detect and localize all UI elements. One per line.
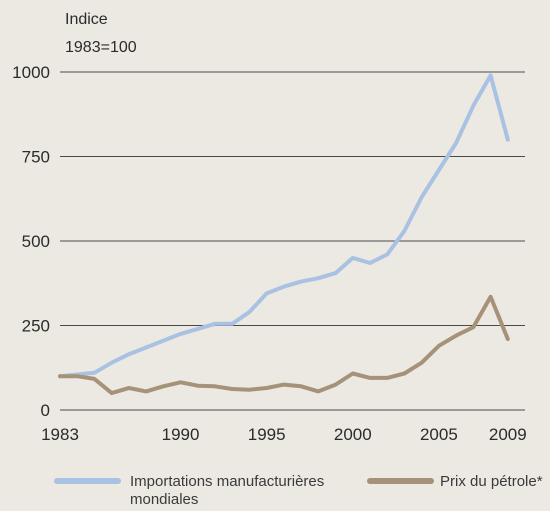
- gridlines: [60, 71, 525, 411]
- x-tick-label: 2005: [420, 425, 458, 444]
- series-line-oil: [58, 294, 510, 396]
- y-axis-label-line1: Indice: [65, 11, 108, 28]
- x-tick-label: 1990: [162, 425, 200, 444]
- y-tick-label: 500: [22, 232, 50, 251]
- y-tick-label: 750: [22, 148, 50, 167]
- y-tick-label: 1000: [12, 63, 50, 82]
- x-tick-labels: 1983 1990 1995 2000 2005 2009: [41, 425, 527, 444]
- y-tick-labels: 0 250 500 750 1000: [12, 63, 50, 420]
- y-axis-label-line2: 1983=100: [65, 39, 137, 56]
- y-tick-label: 250: [22, 317, 50, 336]
- x-tick-label: 1983: [41, 425, 79, 444]
- x-tick-label: 2000: [334, 425, 372, 444]
- legend: Importations manufacturières mondiales P…: [54, 473, 543, 508]
- legend-label-imports-line2: mondiales: [130, 491, 198, 508]
- y-tick-label: 0: [41, 401, 50, 420]
- x-tick-label: 2009: [489, 425, 527, 444]
- series-lines: [58, 73, 510, 396]
- x-tick-label: 1995: [248, 425, 286, 444]
- legend-label-oil: Prix du pétrole*: [440, 473, 543, 490]
- series-line-imports: [58, 73, 510, 379]
- legend-label-imports-line1: Importations manufacturières: [130, 473, 324, 490]
